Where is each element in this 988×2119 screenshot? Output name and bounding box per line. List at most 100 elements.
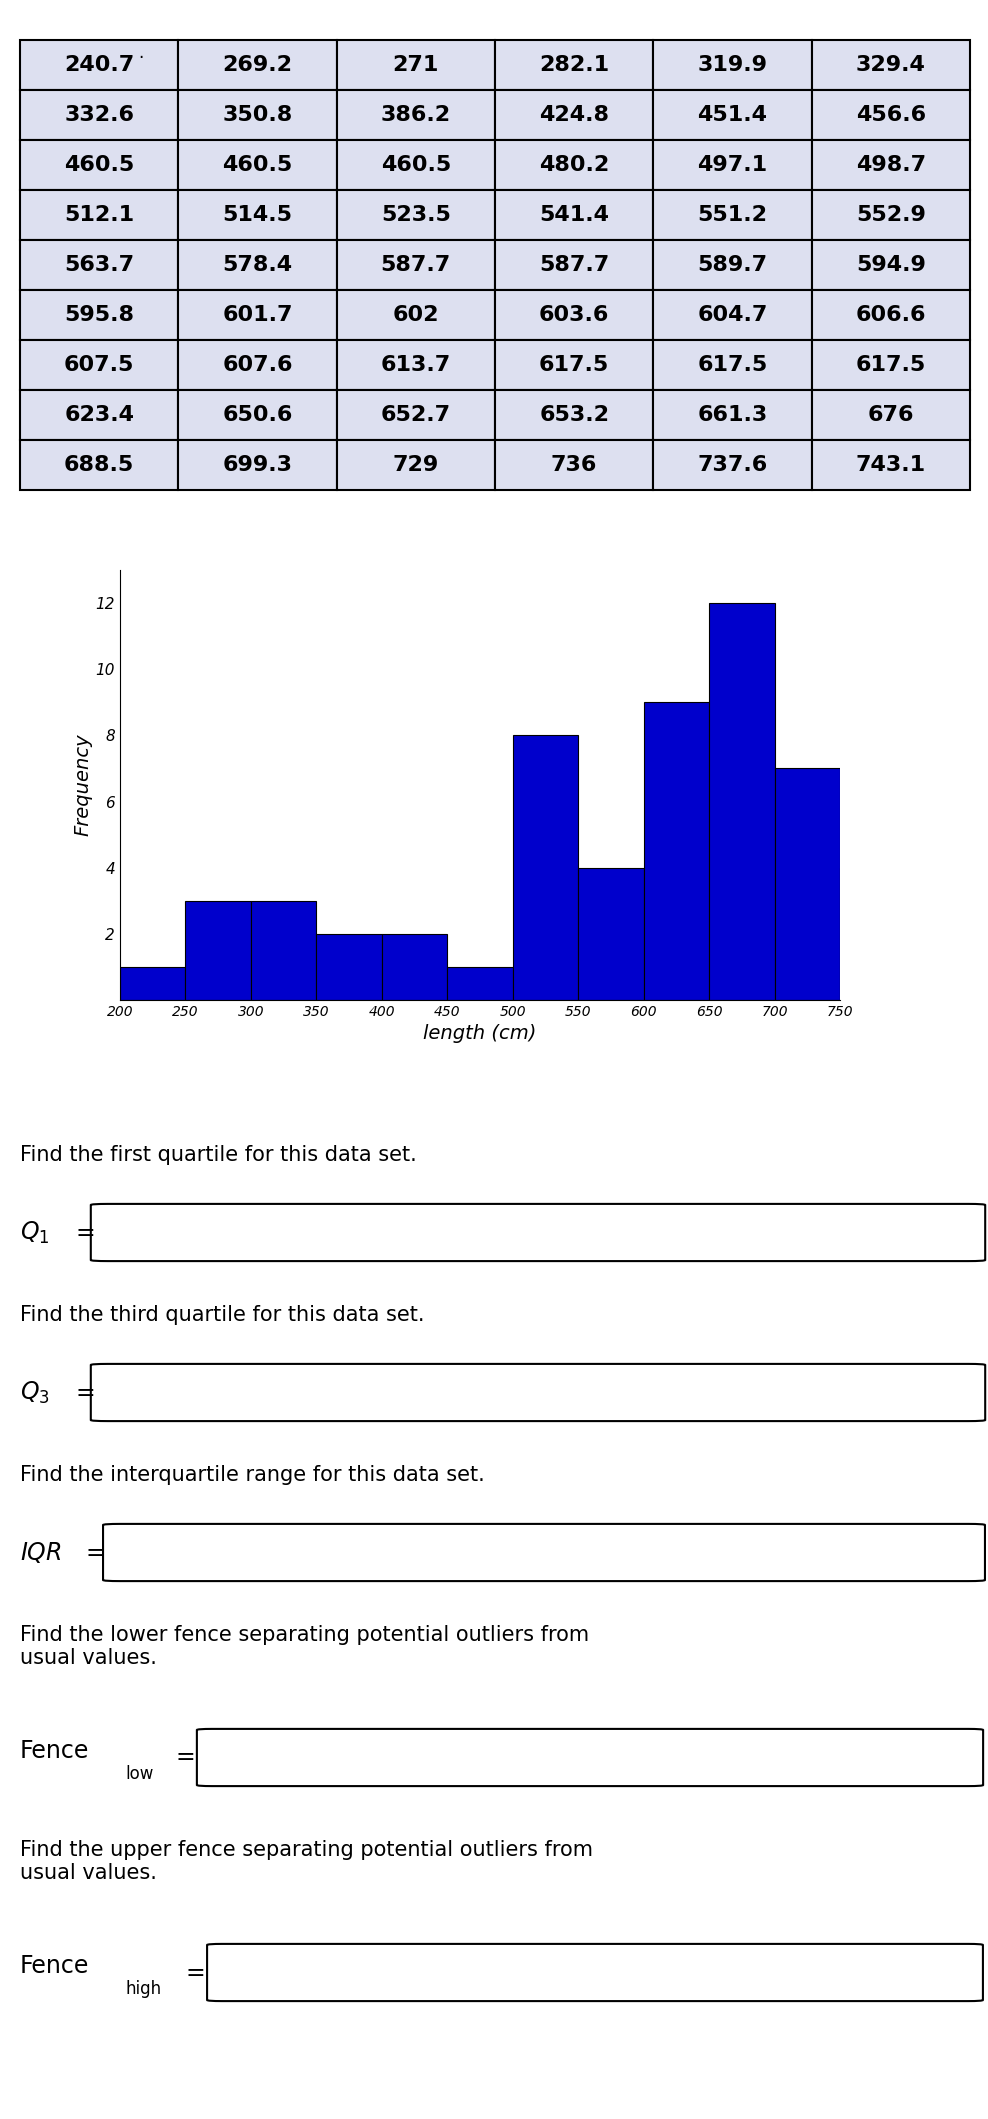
FancyBboxPatch shape [653, 140, 812, 191]
Text: 460.5: 460.5 [380, 155, 451, 176]
Bar [513, 735, 578, 1000]
FancyBboxPatch shape [20, 441, 178, 489]
Text: 563.7: 563.7 [64, 254, 134, 275]
Text: 650.6: 650.6 [222, 405, 292, 426]
Text: 688.5: 688.5 [64, 456, 134, 475]
FancyBboxPatch shape [653, 441, 812, 489]
Bar [251, 901, 316, 1000]
Bar [578, 867, 643, 1000]
FancyBboxPatch shape [653, 40, 812, 89]
FancyBboxPatch shape [197, 1729, 983, 1786]
FancyBboxPatch shape [178, 140, 337, 191]
Text: 386.2: 386.2 [380, 106, 451, 125]
FancyBboxPatch shape [653, 239, 812, 290]
FancyBboxPatch shape [178, 290, 337, 339]
Text: Fence: Fence [20, 1740, 89, 1763]
Bar [775, 769, 840, 1000]
FancyBboxPatch shape [653, 339, 812, 390]
FancyBboxPatch shape [495, 140, 653, 191]
Text: 514.5: 514.5 [222, 206, 292, 225]
Text: Find the interquartile range for this data set.: Find the interquartile range for this da… [20, 1464, 485, 1485]
FancyBboxPatch shape [103, 1524, 985, 1581]
Text: 587.7: 587.7 [380, 254, 451, 275]
Text: Find the upper fence separating potential outliers from
usual values.: Find the upper fence separating potentia… [20, 1839, 593, 1884]
Bar [316, 934, 381, 1000]
FancyBboxPatch shape [20, 239, 178, 290]
Text: 595.8: 595.8 [64, 305, 134, 324]
Text: 743.1: 743.1 [856, 456, 926, 475]
Text: 497.1: 497.1 [698, 155, 768, 176]
FancyBboxPatch shape [495, 339, 653, 390]
Text: 240.7: 240.7 [64, 55, 134, 74]
FancyBboxPatch shape [207, 1943, 983, 2000]
Bar [186, 901, 251, 1000]
Text: 456.6: 456.6 [856, 106, 926, 125]
Text: 607.6: 607.6 [222, 356, 292, 375]
FancyBboxPatch shape [20, 290, 178, 339]
FancyBboxPatch shape [178, 390, 337, 441]
FancyBboxPatch shape [653, 191, 812, 239]
Text: 319.9: 319.9 [698, 55, 768, 74]
Text: 271: 271 [392, 55, 439, 74]
Text: 699.3: 699.3 [222, 456, 292, 475]
Text: 269.2: 269.2 [222, 55, 292, 74]
Text: 604.7: 604.7 [698, 305, 768, 324]
Bar [381, 934, 448, 1000]
FancyBboxPatch shape [495, 40, 653, 89]
FancyBboxPatch shape [178, 239, 337, 290]
Text: 601.7: 601.7 [222, 305, 292, 324]
FancyBboxPatch shape [337, 290, 495, 339]
FancyBboxPatch shape [178, 40, 337, 89]
Text: 736: 736 [551, 456, 598, 475]
FancyBboxPatch shape [337, 191, 495, 239]
Bar [120, 966, 186, 1000]
Text: $Q_3$: $Q_3$ [20, 1379, 49, 1405]
FancyBboxPatch shape [337, 441, 495, 489]
FancyBboxPatch shape [20, 40, 178, 89]
Text: Fence: Fence [20, 1954, 89, 1979]
Text: 552.9: 552.9 [856, 206, 926, 225]
FancyBboxPatch shape [337, 140, 495, 191]
Text: 613.7: 613.7 [380, 356, 451, 375]
Text: =: = [175, 1746, 195, 1769]
Text: 523.5: 523.5 [381, 206, 451, 225]
FancyBboxPatch shape [653, 89, 812, 140]
FancyBboxPatch shape [178, 441, 337, 489]
FancyBboxPatch shape [337, 40, 495, 89]
Text: 602: 602 [392, 305, 439, 324]
Text: 332.6: 332.6 [64, 106, 134, 125]
Text: 350.8: 350.8 [222, 106, 292, 125]
FancyBboxPatch shape [178, 339, 337, 390]
FancyBboxPatch shape [495, 290, 653, 339]
FancyBboxPatch shape [20, 390, 178, 441]
Text: 498.7: 498.7 [856, 155, 926, 176]
Text: =: = [75, 1221, 95, 1244]
Bar [448, 966, 513, 1000]
FancyBboxPatch shape [812, 339, 970, 390]
Text: 603.6: 603.6 [539, 305, 610, 324]
FancyBboxPatch shape [337, 390, 495, 441]
Text: 737.6: 737.6 [698, 456, 768, 475]
FancyBboxPatch shape [20, 89, 178, 140]
FancyBboxPatch shape [812, 441, 970, 489]
FancyBboxPatch shape [495, 441, 653, 489]
Text: 551.2: 551.2 [698, 206, 768, 225]
Text: 282.1: 282.1 [539, 55, 610, 74]
FancyBboxPatch shape [812, 191, 970, 239]
Text: high: high [125, 1981, 161, 1998]
FancyBboxPatch shape [91, 1365, 985, 1422]
Text: low: low [125, 1765, 153, 1784]
Text: 617.5: 617.5 [698, 356, 768, 375]
FancyBboxPatch shape [20, 140, 178, 191]
FancyBboxPatch shape [337, 239, 495, 290]
Text: =: = [85, 1541, 105, 1564]
Text: 606.6: 606.6 [856, 305, 926, 324]
Text: 652.7: 652.7 [380, 405, 451, 426]
Bar [643, 701, 709, 1000]
Text: 617.5: 617.5 [539, 356, 610, 375]
Text: 512.1: 512.1 [64, 206, 134, 225]
FancyBboxPatch shape [653, 290, 812, 339]
FancyBboxPatch shape [653, 390, 812, 441]
Y-axis label: Frequency: Frequency [74, 733, 93, 837]
FancyBboxPatch shape [812, 140, 970, 191]
